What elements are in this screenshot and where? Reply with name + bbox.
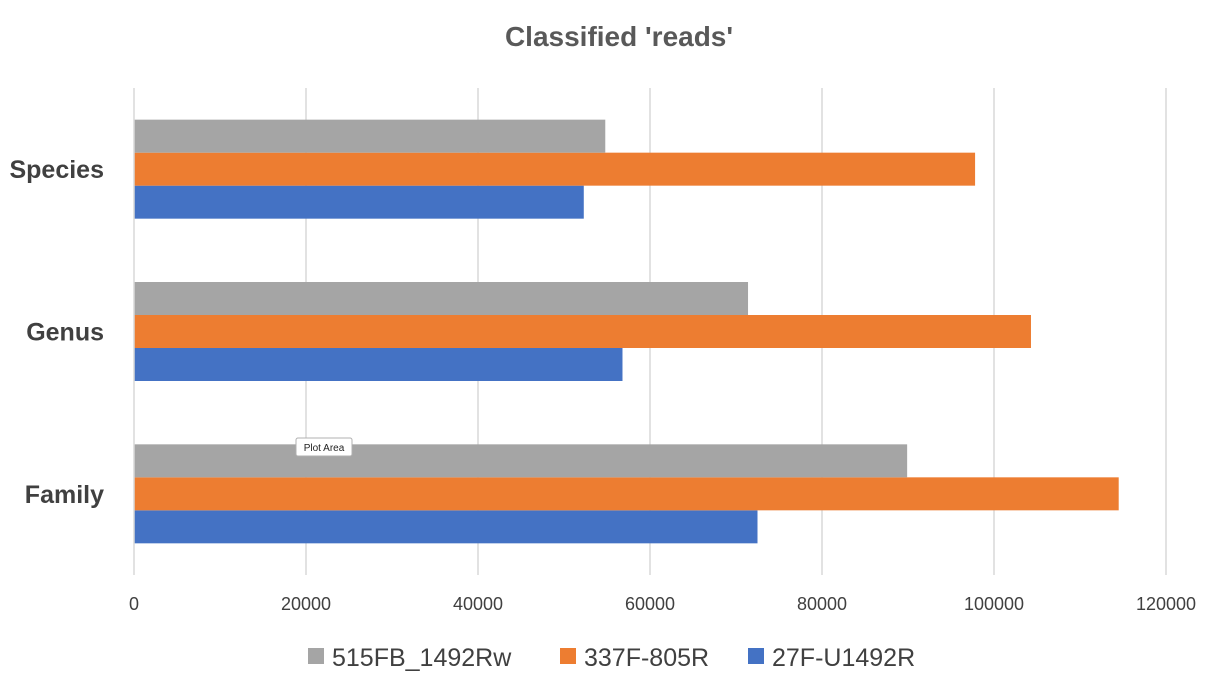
category-label: Species xyxy=(9,156,104,184)
plot-area-tooltip: Plot Area xyxy=(295,437,353,457)
x-tick-label: 20000 xyxy=(281,594,331,614)
bar-515FB_1492Rw-Family[interactable] xyxy=(134,444,908,478)
x-tick-label: 0 xyxy=(129,594,139,614)
bar-515FB_1492Rw-Genus[interactable] xyxy=(134,282,749,315)
bar-27F-U1492R-Family[interactable] xyxy=(134,510,758,544)
x-tick-label: 100000 xyxy=(964,594,1024,614)
bar-27F-U1492R-Species[interactable] xyxy=(134,185,584,219)
legend-swatch xyxy=(308,648,324,664)
bar-337F-805R-Genus[interactable] xyxy=(134,315,1031,348)
legend-item[interactable]: 27F-U1492R xyxy=(748,644,915,672)
legend-label: 27F-U1492R xyxy=(772,644,915,672)
tooltip-label: Plot Area xyxy=(304,443,345,454)
bar-515FB_1492Rw-Species[interactable] xyxy=(134,119,606,153)
x-tick-label: 40000 xyxy=(453,594,503,614)
bars xyxy=(134,119,1119,544)
category-label: Family xyxy=(25,481,104,509)
legend-item[interactable]: 515FB_1492Rw xyxy=(308,644,512,672)
category-label: Genus xyxy=(26,319,104,347)
category-labels: Family Genus Species xyxy=(9,156,104,509)
bar-337F-805R-Family[interactable] xyxy=(134,477,1119,511)
legend-item[interactable]: 337F-805R xyxy=(560,644,709,672)
chart-title: Classified 'reads' xyxy=(505,21,733,52)
legend-swatch xyxy=(560,648,576,664)
bar-337F-805R-Species[interactable] xyxy=(134,152,976,186)
x-tick-label: 60000 xyxy=(625,594,675,614)
tooltip-box xyxy=(295,437,353,457)
x-tick-label: 80000 xyxy=(797,594,847,614)
legend-label: 515FB_1492Rw xyxy=(332,644,512,672)
value-tick-labels: 0 20000 40000 60000 80000 100000 120000 xyxy=(129,594,1196,614)
legend-label: 337F-805R xyxy=(584,644,709,672)
x-tick-label: 120000 xyxy=(1136,594,1196,614)
bar-27F-U1492R-Genus[interactable] xyxy=(134,348,623,381)
legend[interactable]: 515FB_1492Rw 337F-805R 27F-U1492R xyxy=(308,644,915,672)
legend-swatch xyxy=(748,648,764,664)
